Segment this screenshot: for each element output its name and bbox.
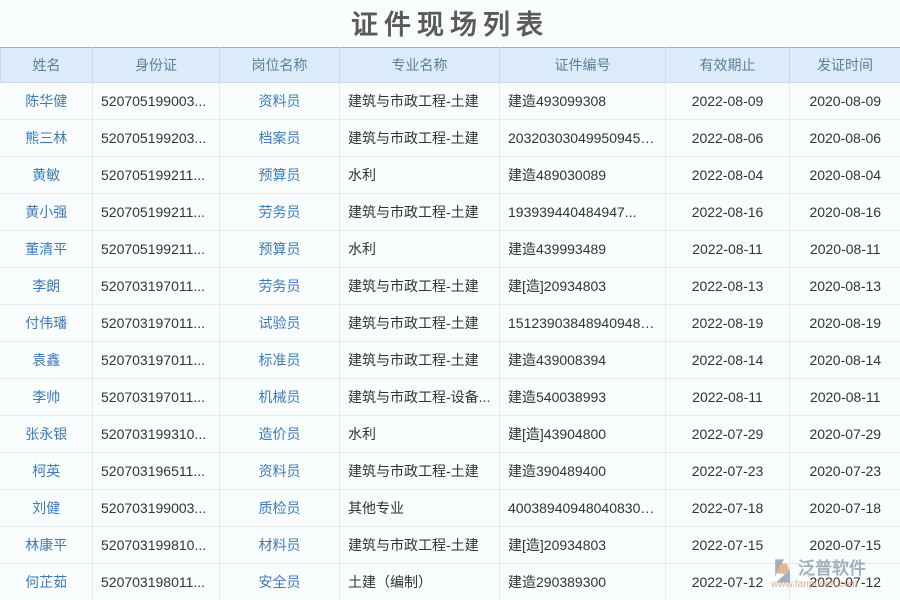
svg-text:泛普软件: 泛普软件 [798,558,866,578]
svg-text:www.fanpusoft.com: www.fanpusoft.com [770,579,858,590]
